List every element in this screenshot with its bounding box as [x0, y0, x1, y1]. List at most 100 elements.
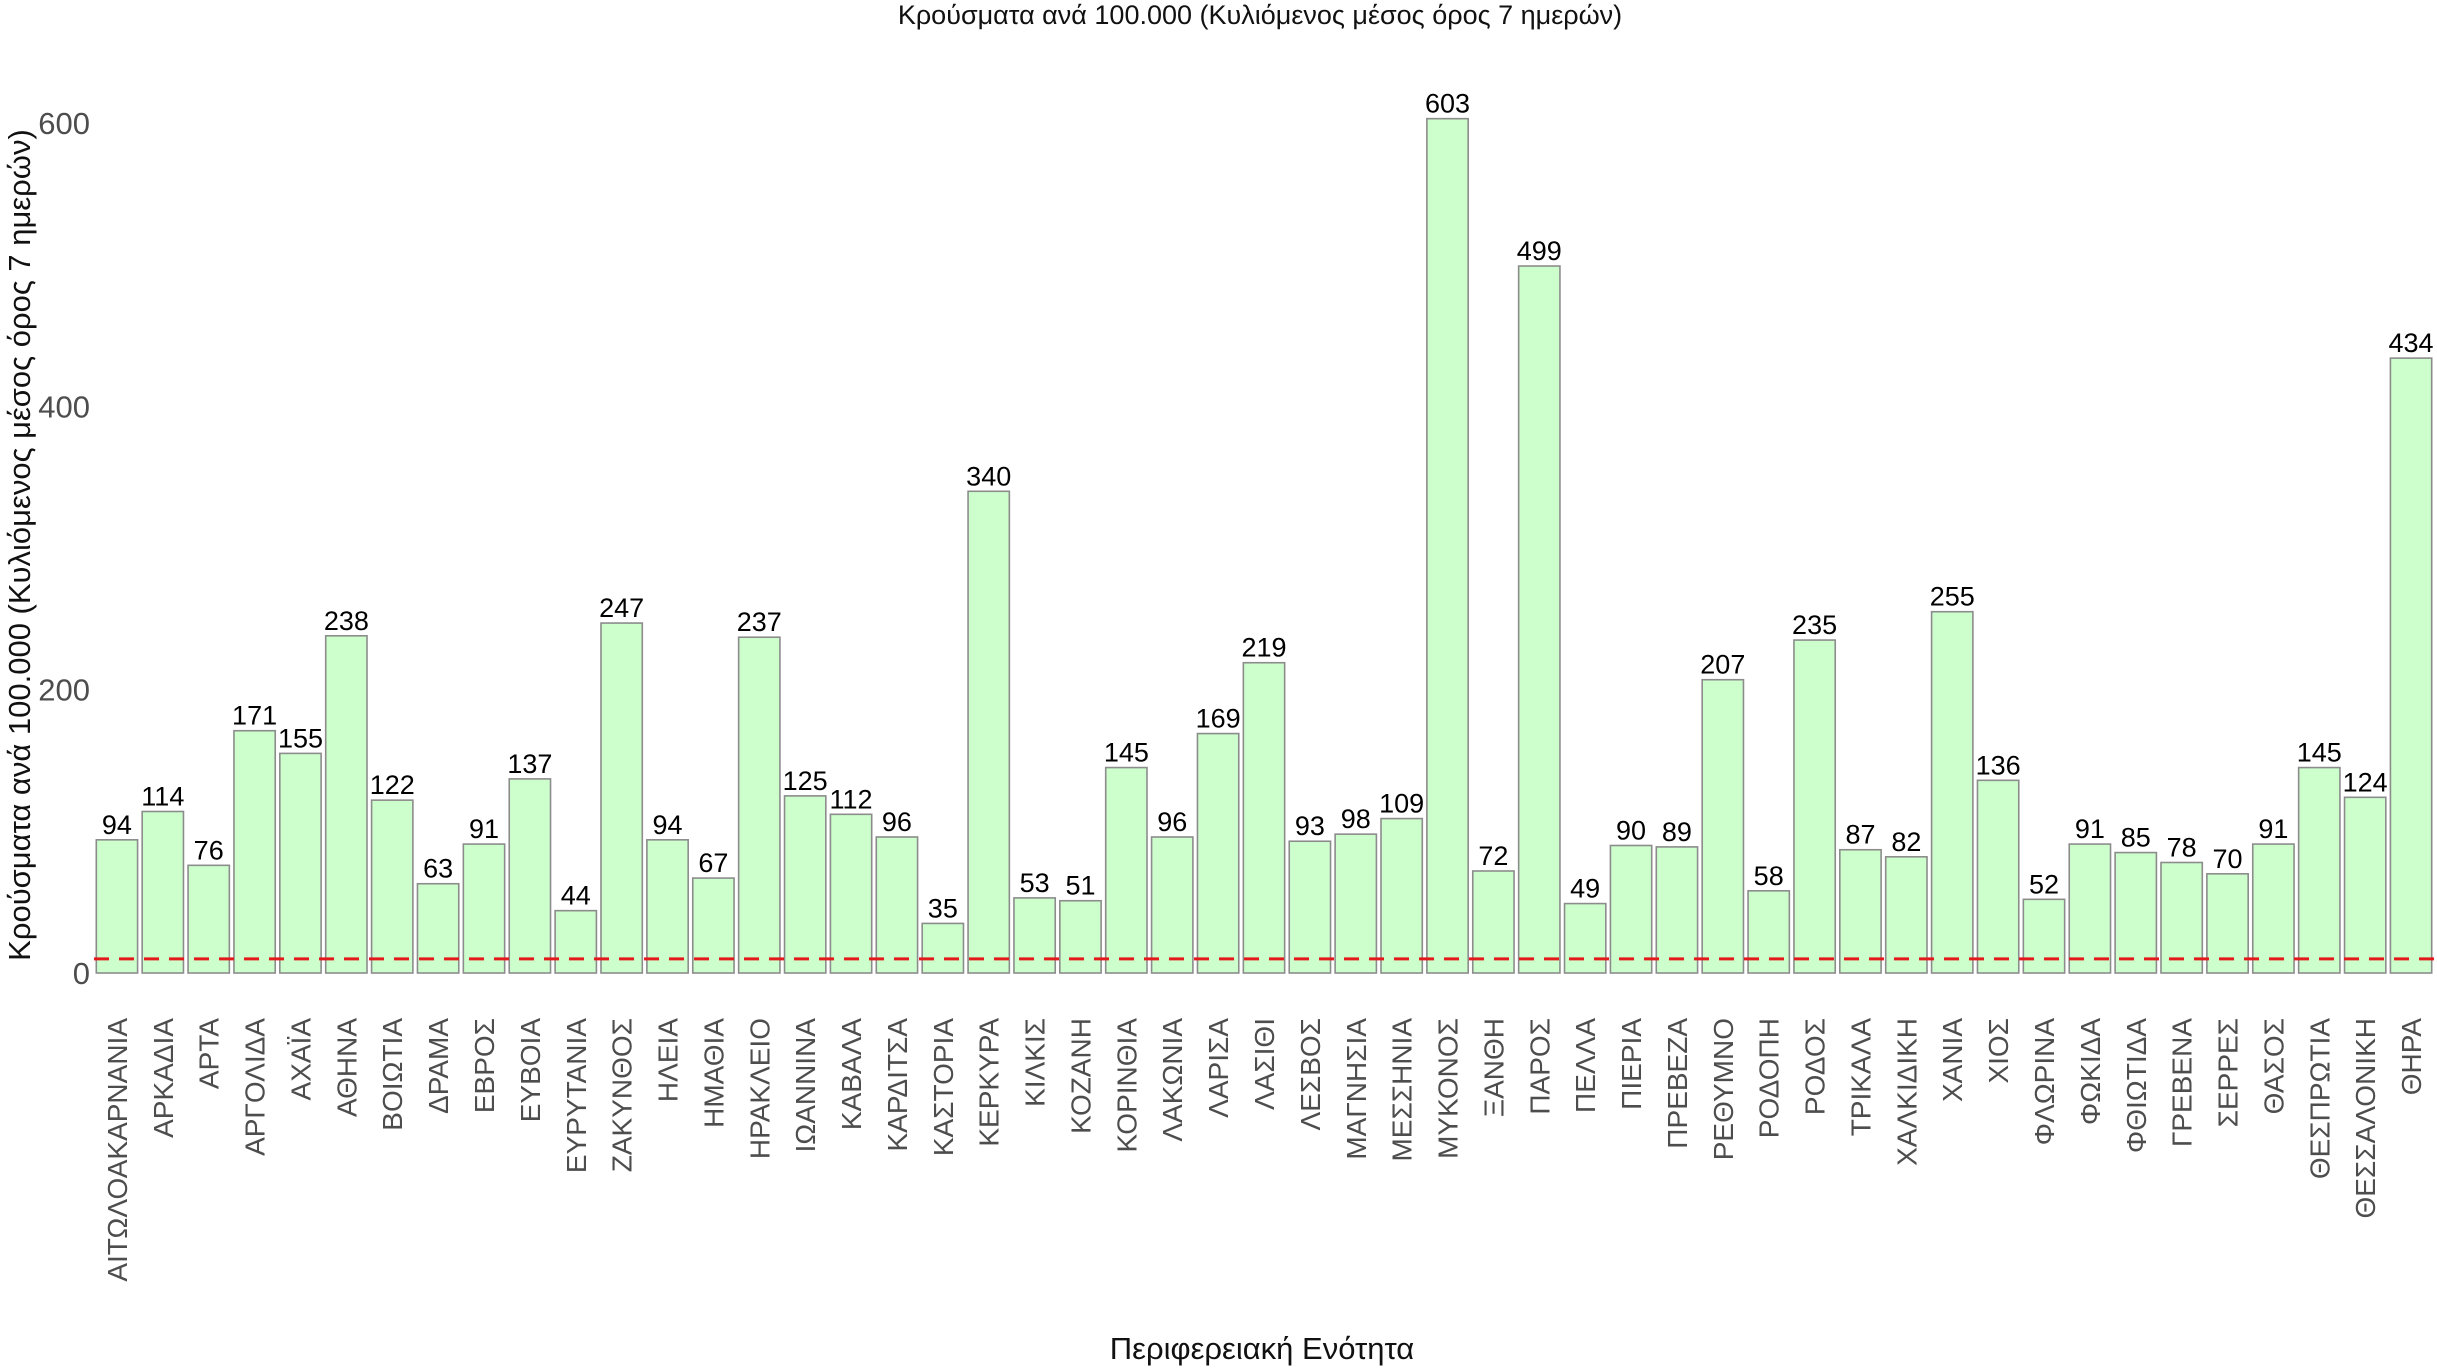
bar-value-label: 238	[324, 606, 369, 636]
bar	[829, 813, 873, 974]
bar-value-label: 67	[698, 848, 728, 878]
bar	[1609, 844, 1653, 974]
x-tick-label: ΛΑΣΙΘΙ	[1249, 1018, 1280, 1110]
bar-value-label: 96	[882, 807, 912, 837]
bar-value-label: 91	[469, 814, 499, 844]
x-tick-label: ΚΑΣΤΟΡΙΑ	[928, 1018, 959, 1156]
x-tick-label: ΠΑΡΟΣ	[1524, 1018, 1555, 1115]
x-axis-ticks: ΑΙΤΩΛΟΑΚΑΡΝΑΝΙΑ ΑΡΚΑΔΙΑ ΑΡΤΑ ΑΡΓΟΛΙΔΑ ΑΧΑΪΑ Α…	[102, 1018, 2427, 1282]
bar-value-label: 94	[102, 810, 132, 840]
x-tick-label: ΦΘΙΩΤΙΔΑ	[2121, 1018, 2152, 1153]
bar	[233, 729, 277, 974]
y-tick-label: 0	[73, 956, 90, 991]
bar	[1747, 890, 1791, 974]
x-tick-label: ΕΥΡΥΤΑΝΙΑ	[561, 1018, 592, 1173]
bar	[600, 622, 644, 974]
x-tick-label: ΦΛΩΡΙΝΑ	[2029, 1018, 2060, 1146]
x-axis-title: Περιφερειακή Ενότητα	[1110, 1331, 1415, 1366]
bar-value-label: 91	[2075, 814, 2105, 844]
x-tick-label: ΕΒΡΟΣ	[469, 1018, 500, 1113]
x-tick-label: ΑΧΑΪΑ	[285, 1018, 316, 1101]
bar	[1471, 870, 1515, 974]
x-tick-label: ΑΡΚΑΔΙΑ	[148, 1018, 179, 1138]
bar-value-label: 145	[1104, 738, 1149, 768]
bar-value-label: 44	[561, 881, 591, 911]
bar-value-label: 91	[2258, 814, 2288, 844]
y-axis-ticks: 0 200 400 600	[38, 106, 90, 991]
bar-value-label: 58	[1754, 861, 1784, 891]
bar-value-label: 125	[783, 766, 828, 796]
bar-value-label: 237	[737, 607, 782, 637]
y-tick-label: 200	[38, 673, 90, 708]
bar	[1196, 732, 1240, 974]
x-tick-label: ΡΟΔΟΣ	[1800, 1018, 1831, 1115]
bar	[279, 752, 322, 974]
x-tick-label: ΛΑΡΙΣΑ	[1203, 1018, 1234, 1118]
bar	[95, 839, 139, 974]
bar	[141, 810, 185, 974]
bar-value-label: 137	[507, 749, 552, 779]
x-tick-label: ΠΡΕΒΕΖΑ	[1662, 1018, 1693, 1149]
x-tick-label: ΑΙΤΩΛΟΑΚΑΡΝΑΝΙΑ	[102, 1018, 133, 1282]
bar-value-label: 109	[1379, 789, 1424, 819]
bar	[2022, 898, 2066, 974]
bar	[1930, 610, 1974, 974]
x-tick-label: ΓΡΕΒΕΝΑ	[2167, 1018, 2198, 1147]
bar-value-label: 76	[194, 835, 224, 865]
x-tick-label: ΚΑΒΑΛΑ	[836, 1018, 867, 1130]
bar	[1884, 856, 1928, 974]
x-tick-label: ΙΩΑΝΝΙΝΑ	[790, 1018, 821, 1153]
x-tick-label: ΦΩΚΙΔΑ	[2075, 1018, 2106, 1125]
bar-value-label: 169	[1196, 704, 1241, 734]
bar-value-label: 219	[1241, 633, 1286, 663]
x-tick-label: ΔΡΑΜΑ	[423, 1018, 454, 1114]
x-tick-label: ΛΑΚΩΝΙΑ	[1157, 1018, 1188, 1142]
bars	[95, 117, 2433, 974]
bar-value-label: 603	[1425, 89, 1470, 119]
x-tick-label: ΚΙΛΚΙΣ	[1020, 1018, 1051, 1107]
bar	[2251, 843, 2295, 974]
bar	[1104, 766, 1148, 974]
bar-value-label: 89	[1662, 817, 1692, 847]
x-tick-label: ΜΕΣΣΗΝΙΑ	[1387, 1018, 1418, 1162]
bar-value-label: 207	[1700, 650, 1745, 680]
bar	[921, 922, 965, 974]
x-tick-label: ΛΕΣΒΟΣ	[1295, 1018, 1326, 1130]
bar	[462, 843, 506, 974]
x-tick-label: ΑΡΓΟΛΙΔΑ	[240, 1018, 271, 1156]
bar	[1839, 848, 1882, 974]
bar	[2114, 851, 2158, 974]
bar	[324, 635, 368, 974]
bar-value-label: 235	[1792, 610, 1837, 640]
bar	[1242, 661, 1286, 974]
y-tick-label: 400	[38, 389, 90, 424]
bar	[1517, 265, 1561, 974]
bar-value-label: 145	[2297, 738, 2342, 768]
x-tick-label: ΗΡΑΚΛΕΙΟ	[744, 1018, 775, 1159]
x-tick-label: ΘΕΣΣΑΛΟΝΙΚΗ	[2350, 1018, 2381, 1219]
x-tick-label: ΜΥΚΟΝΟΣ	[1433, 1018, 1464, 1159]
bar-value-label: 255	[1930, 582, 1975, 612]
x-tick-label: ΒΟΙΩΤΙΑ	[377, 1018, 408, 1131]
bar	[737, 636, 781, 974]
bar-value-label: 63	[423, 854, 453, 884]
x-tick-label: ΠΕΛΛΑ	[1570, 1018, 1601, 1113]
x-tick-label: ΡΕΘΥΜΝΟ	[1708, 1018, 1739, 1160]
x-tick-label: ΘΕΣΠΡΩΤΙΑ	[2304, 1018, 2335, 1179]
bar	[2389, 357, 2433, 974]
x-tick-label: ΚΑΡΔΙΤΣΑ	[882, 1018, 913, 1152]
bar-value-label: 85	[2121, 823, 2151, 853]
x-tick-label: ΗΛΕΙΑ	[653, 1018, 684, 1102]
bar	[875, 836, 919, 974]
x-tick-label: ΧΙΟΣ	[1983, 1018, 2014, 1084]
bar-value-label: 114	[141, 781, 184, 811]
bar	[1334, 833, 1378, 974]
bar-value-label: 90	[1616, 815, 1646, 845]
bar	[1563, 902, 1607, 974]
bar	[1701, 678, 1745, 974]
bar-value-label: 499	[1517, 236, 1562, 266]
bar	[2068, 843, 2112, 974]
x-tick-label: ΑΘΗΝΑ	[331, 1018, 362, 1117]
bar-value-label: 52	[2029, 869, 2059, 899]
bar-value-label: 96	[1157, 807, 1187, 837]
